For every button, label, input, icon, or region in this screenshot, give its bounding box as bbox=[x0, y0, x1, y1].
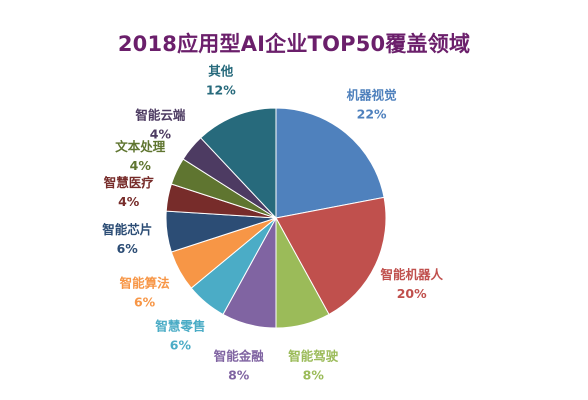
pie-label-6: 智能芯片 6% bbox=[101, 222, 152, 256]
pie-label-0: 机器视觉 22% bbox=[347, 87, 398, 121]
pie-label-name-10: 其他 bbox=[208, 64, 234, 79]
pie-label-4: 智慧零售 6% bbox=[154, 319, 205, 353]
pie-label-8: 文本处理 4% bbox=[115, 139, 166, 173]
pie-label-5: 智能算法 6% bbox=[119, 275, 171, 309]
pie-label-name-6: 智能芯片 bbox=[101, 222, 152, 237]
pie-label-value-8: 4% bbox=[130, 158, 152, 173]
pie-labels: 机器视觉 22%智能机器人 20%智能驾驶 8%智能金融 8%智慧零售 6%智能算法 6%智… bbox=[101, 64, 443, 383]
pie-label-value-5: 6% bbox=[134, 294, 156, 309]
pie-label-name-0: 机器视觉 bbox=[347, 87, 398, 102]
pie-label-1: 智能机器人 20% bbox=[379, 267, 443, 301]
pie-slice-1 bbox=[275, 196, 387, 316]
pie-label-name-5: 智能算法 bbox=[119, 275, 171, 290]
pie-label-name-4: 智慧零售 bbox=[154, 319, 205, 334]
pie-label-name-1: 智能机器人 bbox=[379, 267, 443, 282]
pie-label-2: 智能驾驶 8% bbox=[287, 348, 339, 382]
pie-label-name-7: 智慧医疗 bbox=[103, 175, 155, 190]
pie-label-9: 智能云端 4% bbox=[134, 107, 186, 141]
pie-slice-10 bbox=[199, 107, 277, 220]
pie-label-value-4: 6% bbox=[170, 338, 192, 353]
pie-slice-0 bbox=[275, 107, 385, 219]
pie-label-name-9: 智能云端 bbox=[134, 107, 186, 122]
pie-label-3: 智能金融 8% bbox=[213, 348, 265, 382]
pie-label-value-7: 4% bbox=[118, 194, 140, 209]
pie-label-value-10: 12% bbox=[206, 83, 236, 98]
pie-label-7: 智慧医疗 4% bbox=[103, 175, 155, 209]
chart-title: 2018应用型AI企业TOP50覆盖领域 bbox=[117, 32, 471, 56]
pie-label-name-3: 智能金融 bbox=[213, 348, 265, 363]
pie-label-name-8: 文本处理 bbox=[115, 139, 166, 154]
pie-label-10: 其他 12% bbox=[206, 64, 236, 98]
pie-label-value-9: 4% bbox=[150, 126, 172, 141]
pie-label-value-0: 22% bbox=[357, 106, 387, 121]
pie-label-value-3: 8% bbox=[228, 367, 250, 382]
pie-label-value-2: 8% bbox=[303, 367, 325, 382]
pie-label-value-1: 20% bbox=[397, 286, 427, 301]
pie-label-name-2: 智能驾驶 bbox=[287, 348, 339, 363]
pie-label-value-6: 6% bbox=[117, 241, 139, 256]
pie-slices bbox=[165, 107, 387, 329]
